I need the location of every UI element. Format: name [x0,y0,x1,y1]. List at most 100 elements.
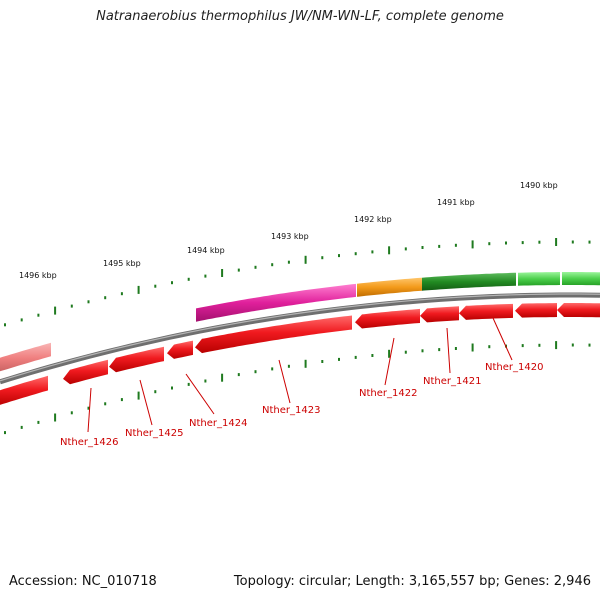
outer-scale-tick [471,343,474,352]
inner-scale-tick [571,240,574,244]
outer-scale-tick [338,357,340,361]
gene-label-nther-1420[interactable]: Nther_1420 [485,362,543,373]
inner-scale-tick [87,300,90,304]
gene-leader-line [446,327,451,374]
inner-scale-tick [488,242,491,246]
forward-gene-9[interactable] [515,303,557,318]
outer-scale-tick [87,406,90,410]
forward-gene-2[interactable] [63,359,108,385]
reverse-gene-nther-1422[interactable] [357,277,422,297]
forward-gene-8[interactable] [459,303,513,320]
reverse-gene-1[interactable] [0,342,51,373]
inner-scale-tick [171,281,173,285]
scale-labels-layer: 1496 kbp 1495 kbp 1494 kbp 1493 kbp 1492… [19,181,558,280]
gene-label-nther-1423[interactable]: Nther_1423 [262,405,320,416]
scale-label-1492-kbp: 1492 kbp [354,215,392,224]
outer-scale-tick [538,343,541,347]
inner-scale-tick [588,240,591,244]
genome-backbone-layer [0,292,600,385]
gene-label-nther-1421[interactable]: Nther_1421 [423,376,481,387]
inner-scale-tick [137,285,140,294]
outer-scale-tick [254,370,257,374]
forward-gene-10[interactable] [557,303,600,318]
outer-scale-tick [571,343,574,347]
genome-title: Natranaerobius thermophilus JW/NM-WN-LF,… [96,9,504,24]
genome-summary-text: Topology: circular; Length: 3,165,557 bp… [233,574,591,589]
inner-scale-tick [70,304,73,308]
gene-leader-line [278,359,291,404]
inner-scale-tick [304,255,307,264]
reverse-gene-nther-1420a[interactable] [518,272,560,286]
forward-gene-4[interactable] [167,340,193,359]
forward-gene-5[interactable] [195,315,352,354]
inner-scale-tick [154,284,157,288]
inner-scale-tick [438,244,441,248]
scale-tick-track [4,238,591,435]
outer-scale-tick [354,355,357,359]
gene-arrows-layer [0,272,600,407]
scale-label-1491-kbp: 1491 kbp [437,198,475,207]
inner-scale-tick [521,241,524,245]
outer-scale-tick [271,367,274,371]
inner-scale-tick [187,277,190,281]
reverse-gene-nther-1420b[interactable] [562,272,600,286]
scale-label-1494-kbp: 1494 kbp [187,246,225,255]
scale-label-1490-kbp: 1490 kbp [520,181,558,190]
outer-scale-tick [4,431,6,435]
inner-scale-tick [555,238,558,246]
outer-scale-tick [555,341,558,350]
inner-scale-tick [54,306,57,315]
inner-scale-tick [471,240,474,249]
outer-scale-tick [120,398,123,402]
gene-label-nther-1425[interactable]: Nther_1425 [125,428,183,439]
reverse-gene-nther-1423[interactable] [196,283,356,322]
inner-scale-tick [254,265,257,269]
outer-scale-tick [404,350,407,354]
outer-scale-tick [187,382,190,386]
outer-scale-tick [154,390,157,394]
gene-leader-lines-layer [87,317,513,433]
outer-scale-tick [454,347,457,350]
gene-leader-line [384,337,395,386]
inner-scale-tick [271,263,274,267]
outer-scale-tick [388,349,391,358]
gene-leader-line [185,373,215,415]
outer-scale-tick [171,386,173,390]
inner-scale-tick [371,250,374,254]
reverse-gene-nther-1421[interactable] [422,272,516,291]
outer-scale-tick [287,364,290,368]
outer-scale-tick [321,360,324,363]
genome-backbone-highlight [0,293,600,382]
gene-label-nther-1426[interactable]: Nther_1426 [60,437,118,448]
accession-text: Accession: NC_010718 [9,574,157,589]
genome-backbone [0,292,600,385]
inner-scale-tick [388,246,391,255]
outer-scale-tick [237,373,240,377]
gene-label-nther-1422[interactable]: Nther_1422 [359,388,417,399]
inner-scale-tick [204,274,207,278]
gene-label-nther-1424[interactable]: Nther_1424 [189,418,247,429]
outer-scale-tick [488,345,491,349]
forward-gene-1[interactable] [0,375,48,407]
inner-scale-tick [454,243,457,247]
inner-scale-tick [104,296,107,300]
outer-scale-tick [521,344,524,348]
outer-scale-tick [204,379,207,383]
inner-scale-tick [505,241,507,245]
outer-scale-tick [421,349,424,353]
outer-scale-tick [371,354,374,357]
forward-gene-7[interactable] [420,306,459,323]
outer-scale-tick [70,411,73,415]
outer-scale-tick [221,373,224,382]
outer-scale-tick [304,359,307,368]
forward-gene-3[interactable] [109,346,164,373]
gene-leader-line [139,379,153,426]
inner-scale-tick [321,256,324,260]
scale-label-1496-kbp: 1496 kbp [19,271,57,280]
forward-gene-6[interactable] [355,308,420,329]
inner-scale-tick [287,260,290,264]
scale-label-1495-kbp: 1495 kbp [103,259,141,268]
inner-scale-tick [120,292,123,296]
inner-scale-tick [20,318,23,322]
